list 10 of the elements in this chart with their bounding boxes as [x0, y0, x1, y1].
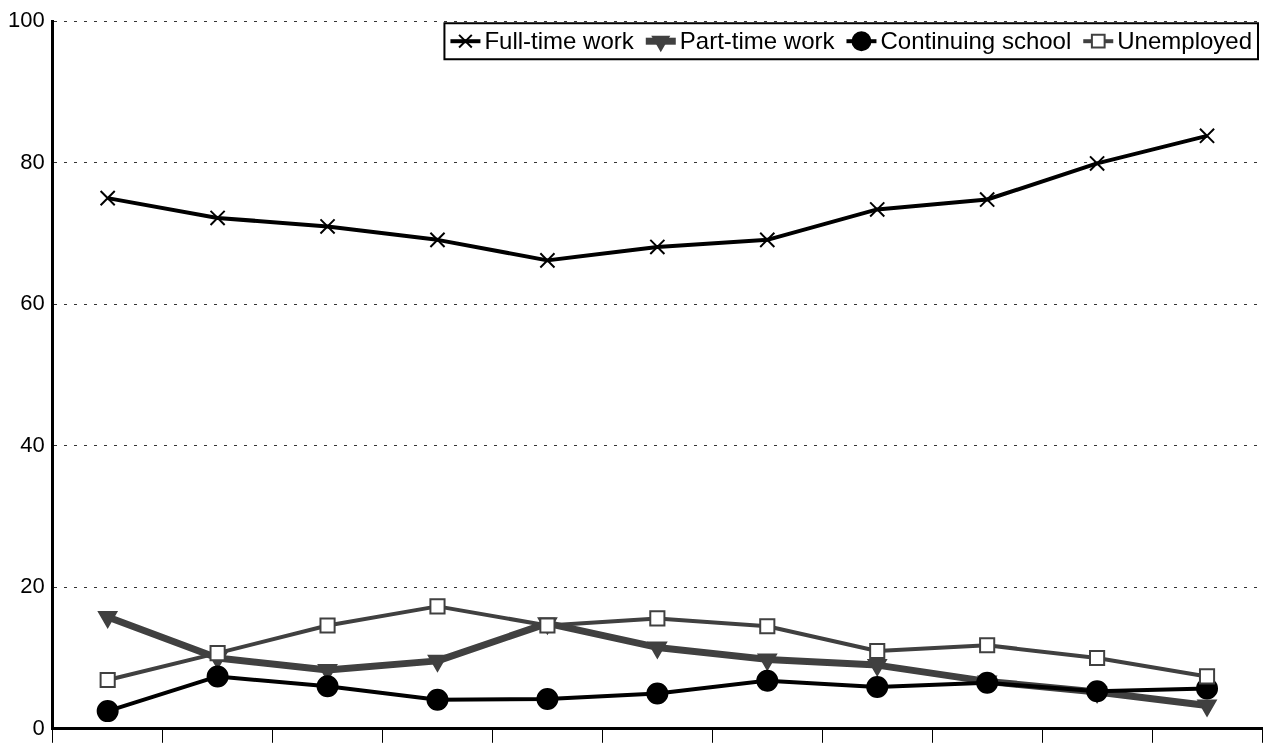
y-tick-label: 20 — [20, 573, 45, 599]
legend-label: Part-time work — [679, 26, 836, 54]
legend-label: Full-time work — [484, 26, 635, 54]
y-tick-label: 100 — [7, 7, 45, 33]
y-tick-label: 60 — [20, 290, 45, 316]
legend-label: Unemployed — [1117, 26, 1253, 54]
y-tick-label: 0 — [32, 714, 45, 740]
y-tick-label: 40 — [20, 431, 45, 457]
y-tick-label: 80 — [20, 148, 45, 174]
legend-label: Continuing school — [880, 26, 1072, 54]
